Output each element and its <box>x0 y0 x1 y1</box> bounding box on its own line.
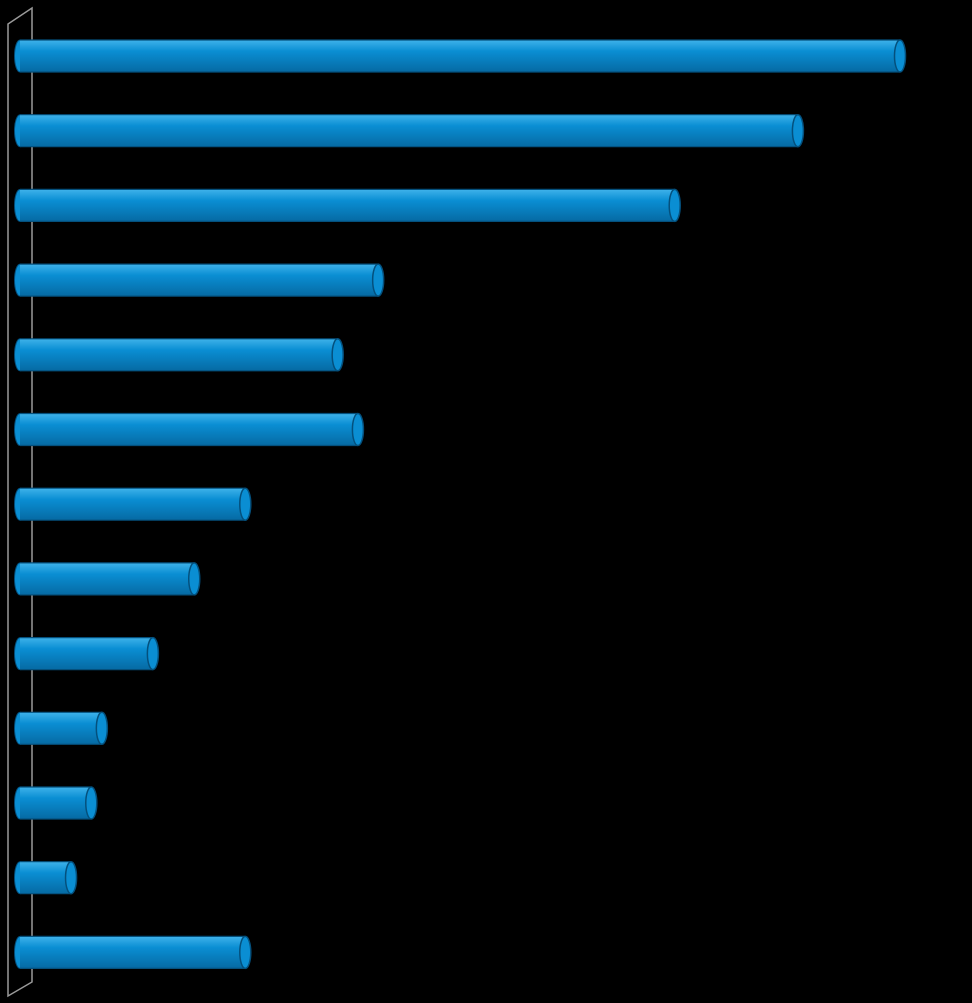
bar-body <box>20 338 338 371</box>
bar <box>14 935 252 970</box>
bar-end-cap <box>668 188 681 223</box>
bar-body <box>20 562 195 595</box>
bar-body <box>20 936 246 969</box>
bar-body <box>20 264 379 297</box>
bar-body <box>20 861 72 894</box>
bar <box>14 786 98 820</box>
bar-body <box>20 637 153 670</box>
bar-end-cap <box>331 338 344 372</box>
bar-body <box>20 40 900 72</box>
bar-body <box>20 787 92 819</box>
bar-end-cap <box>371 263 385 297</box>
bar <box>14 412 365 447</box>
bar-end-cap <box>239 487 252 521</box>
bar-end-cap <box>64 860 78 895</box>
bar <box>14 263 385 297</box>
bar <box>14 113 805 148</box>
bar-end-cap <box>239 935 252 970</box>
bar <box>14 711 109 746</box>
bar-end-cap <box>893 39 907 73</box>
bar <box>14 487 252 521</box>
bar <box>14 39 907 73</box>
bar-end-cap <box>187 562 201 596</box>
bar <box>14 188 681 223</box>
bar <box>14 636 160 671</box>
bar <box>14 860 78 895</box>
bar-end-cap <box>791 113 805 148</box>
bar-body <box>20 712 102 745</box>
bar-body <box>20 413 358 446</box>
bar <box>14 338 344 372</box>
bar-end-cap <box>85 786 98 820</box>
bar-end-cap <box>146 636 160 671</box>
bar-body <box>20 114 798 147</box>
bar <box>14 562 201 596</box>
bar-end-cap <box>95 711 109 746</box>
bar-body <box>20 189 675 222</box>
bar-body <box>20 488 246 521</box>
bars-group <box>14 39 907 970</box>
bar-end-cap <box>351 412 365 447</box>
